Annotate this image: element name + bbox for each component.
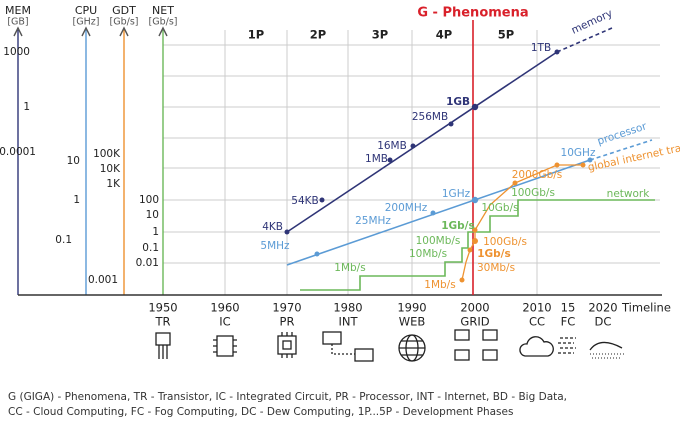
axis-name: NET — [152, 4, 174, 17]
year: 1960 — [210, 301, 239, 315]
era: INT — [338, 315, 358, 329]
phase: 4P — [436, 28, 452, 42]
point-label: 1GB — [446, 96, 470, 108]
point-label: 100Mb/s — [416, 235, 461, 247]
tick-label: 0.001 — [88, 274, 118, 286]
axis-name: CPU — [75, 4, 97, 17]
year: 1980 — [333, 301, 362, 315]
year: 15 — [561, 301, 576, 315]
tick-label: 0.1 — [142, 242, 159, 254]
grid — [163, 30, 660, 295]
axis-name: GDT — [112, 4, 136, 17]
year: 2000 — [460, 301, 489, 315]
tick-label: 1K — [106, 178, 121, 190]
axis-name: MEM — [5, 4, 31, 17]
era: TR — [154, 315, 170, 329]
tick-label: 1 — [23, 101, 30, 113]
series-name: processor — [596, 120, 649, 147]
footer: CC - Cloud Computing, FC - Fog Computing… — [8, 406, 513, 418]
point-label: 2000Gb/s — [512, 169, 563, 181]
point-label: 54KB — [291, 195, 318, 207]
point-label: 1GHz — [442, 188, 471, 200]
point-label: 16MB — [377, 140, 407, 152]
tick-label: 1 — [152, 226, 159, 238]
point-label: 1Mb/s — [424, 279, 455, 291]
labels: G - PhenomenaMEM[GB]CPU[GHz]GDT[Gb/s]NET… — [0, 4, 680, 418]
timeline-label: Timeline — [621, 301, 671, 315]
series-name: network — [607, 188, 651, 200]
point-label: 10Gb/s — [481, 202, 518, 214]
network-line — [300, 199, 655, 291]
footer: G (GIGA) - Phenomena, TR - Transistor, I… — [8, 391, 567, 403]
axes — [13, 20, 662, 296]
tick-label: 0.0001 — [0, 146, 36, 158]
tick-label: 1000 — [3, 46, 30, 58]
tick-label: 1 — [73, 194, 80, 206]
point-label: 1TB — [531, 42, 551, 54]
icons — [155, 329, 624, 362]
year: 2020 — [588, 301, 617, 315]
series-name: memory — [570, 7, 615, 36]
tick-label: 10 — [67, 155, 80, 167]
point-label: 1Gb/s — [477, 248, 511, 260]
year: 2010 — [522, 301, 551, 315]
era: FC — [561, 315, 576, 329]
point-label: 30Mb/s — [477, 262, 515, 274]
phase: 3P — [372, 28, 388, 42]
era: PR — [280, 315, 295, 329]
year: 1990 — [397, 301, 426, 315]
tick-label: 10 — [146, 209, 159, 221]
point-label: 10GHz — [561, 147, 596, 159]
tick-label: 0.01 — [136, 257, 159, 269]
tick-label: 100 — [139, 194, 159, 206]
processor-line — [286, 139, 653, 266]
tick-label: 10K — [100, 163, 121, 175]
point-label: 10Mb/s — [409, 248, 447, 260]
era: DC — [595, 315, 612, 329]
tick-label: 100K — [93, 148, 121, 160]
axis-unit: [GHz] — [73, 17, 100, 28]
era: CC — [529, 315, 545, 329]
traffic-line — [459, 162, 586, 283]
point-label: 1Gb/s — [441, 220, 475, 232]
point-label: 1MB — [365, 153, 388, 165]
phase: 5P — [498, 28, 514, 42]
point-label: 100Gb/s — [483, 236, 527, 248]
year: 1970 — [272, 301, 301, 315]
era: GRID — [460, 315, 489, 329]
era: WEB — [399, 315, 426, 329]
axis-unit: [Gb/s] — [149, 17, 178, 28]
title: G - Phenomena — [417, 6, 528, 21]
tick-label: 0.1 — [55, 234, 72, 246]
point-label: 5MHz — [260, 240, 290, 252]
point-label: 25MHz — [355, 215, 391, 227]
axis-unit: [GB] — [7, 17, 28, 28]
memory-line — [284, 27, 613, 235]
axis-unit: [Gb/s] — [110, 17, 139, 28]
phase: 2P — [310, 28, 326, 42]
point-label: 1Mb/s — [334, 262, 365, 274]
era: IC — [219, 315, 230, 329]
year: 1950 — [148, 301, 177, 315]
point-label: 4KB — [262, 221, 283, 233]
point-label: 256MB — [412, 111, 448, 123]
point-label: 100Gb/s — [511, 187, 555, 199]
phase: 1P — [248, 28, 264, 42]
point-label: 200MHz — [385, 202, 428, 214]
